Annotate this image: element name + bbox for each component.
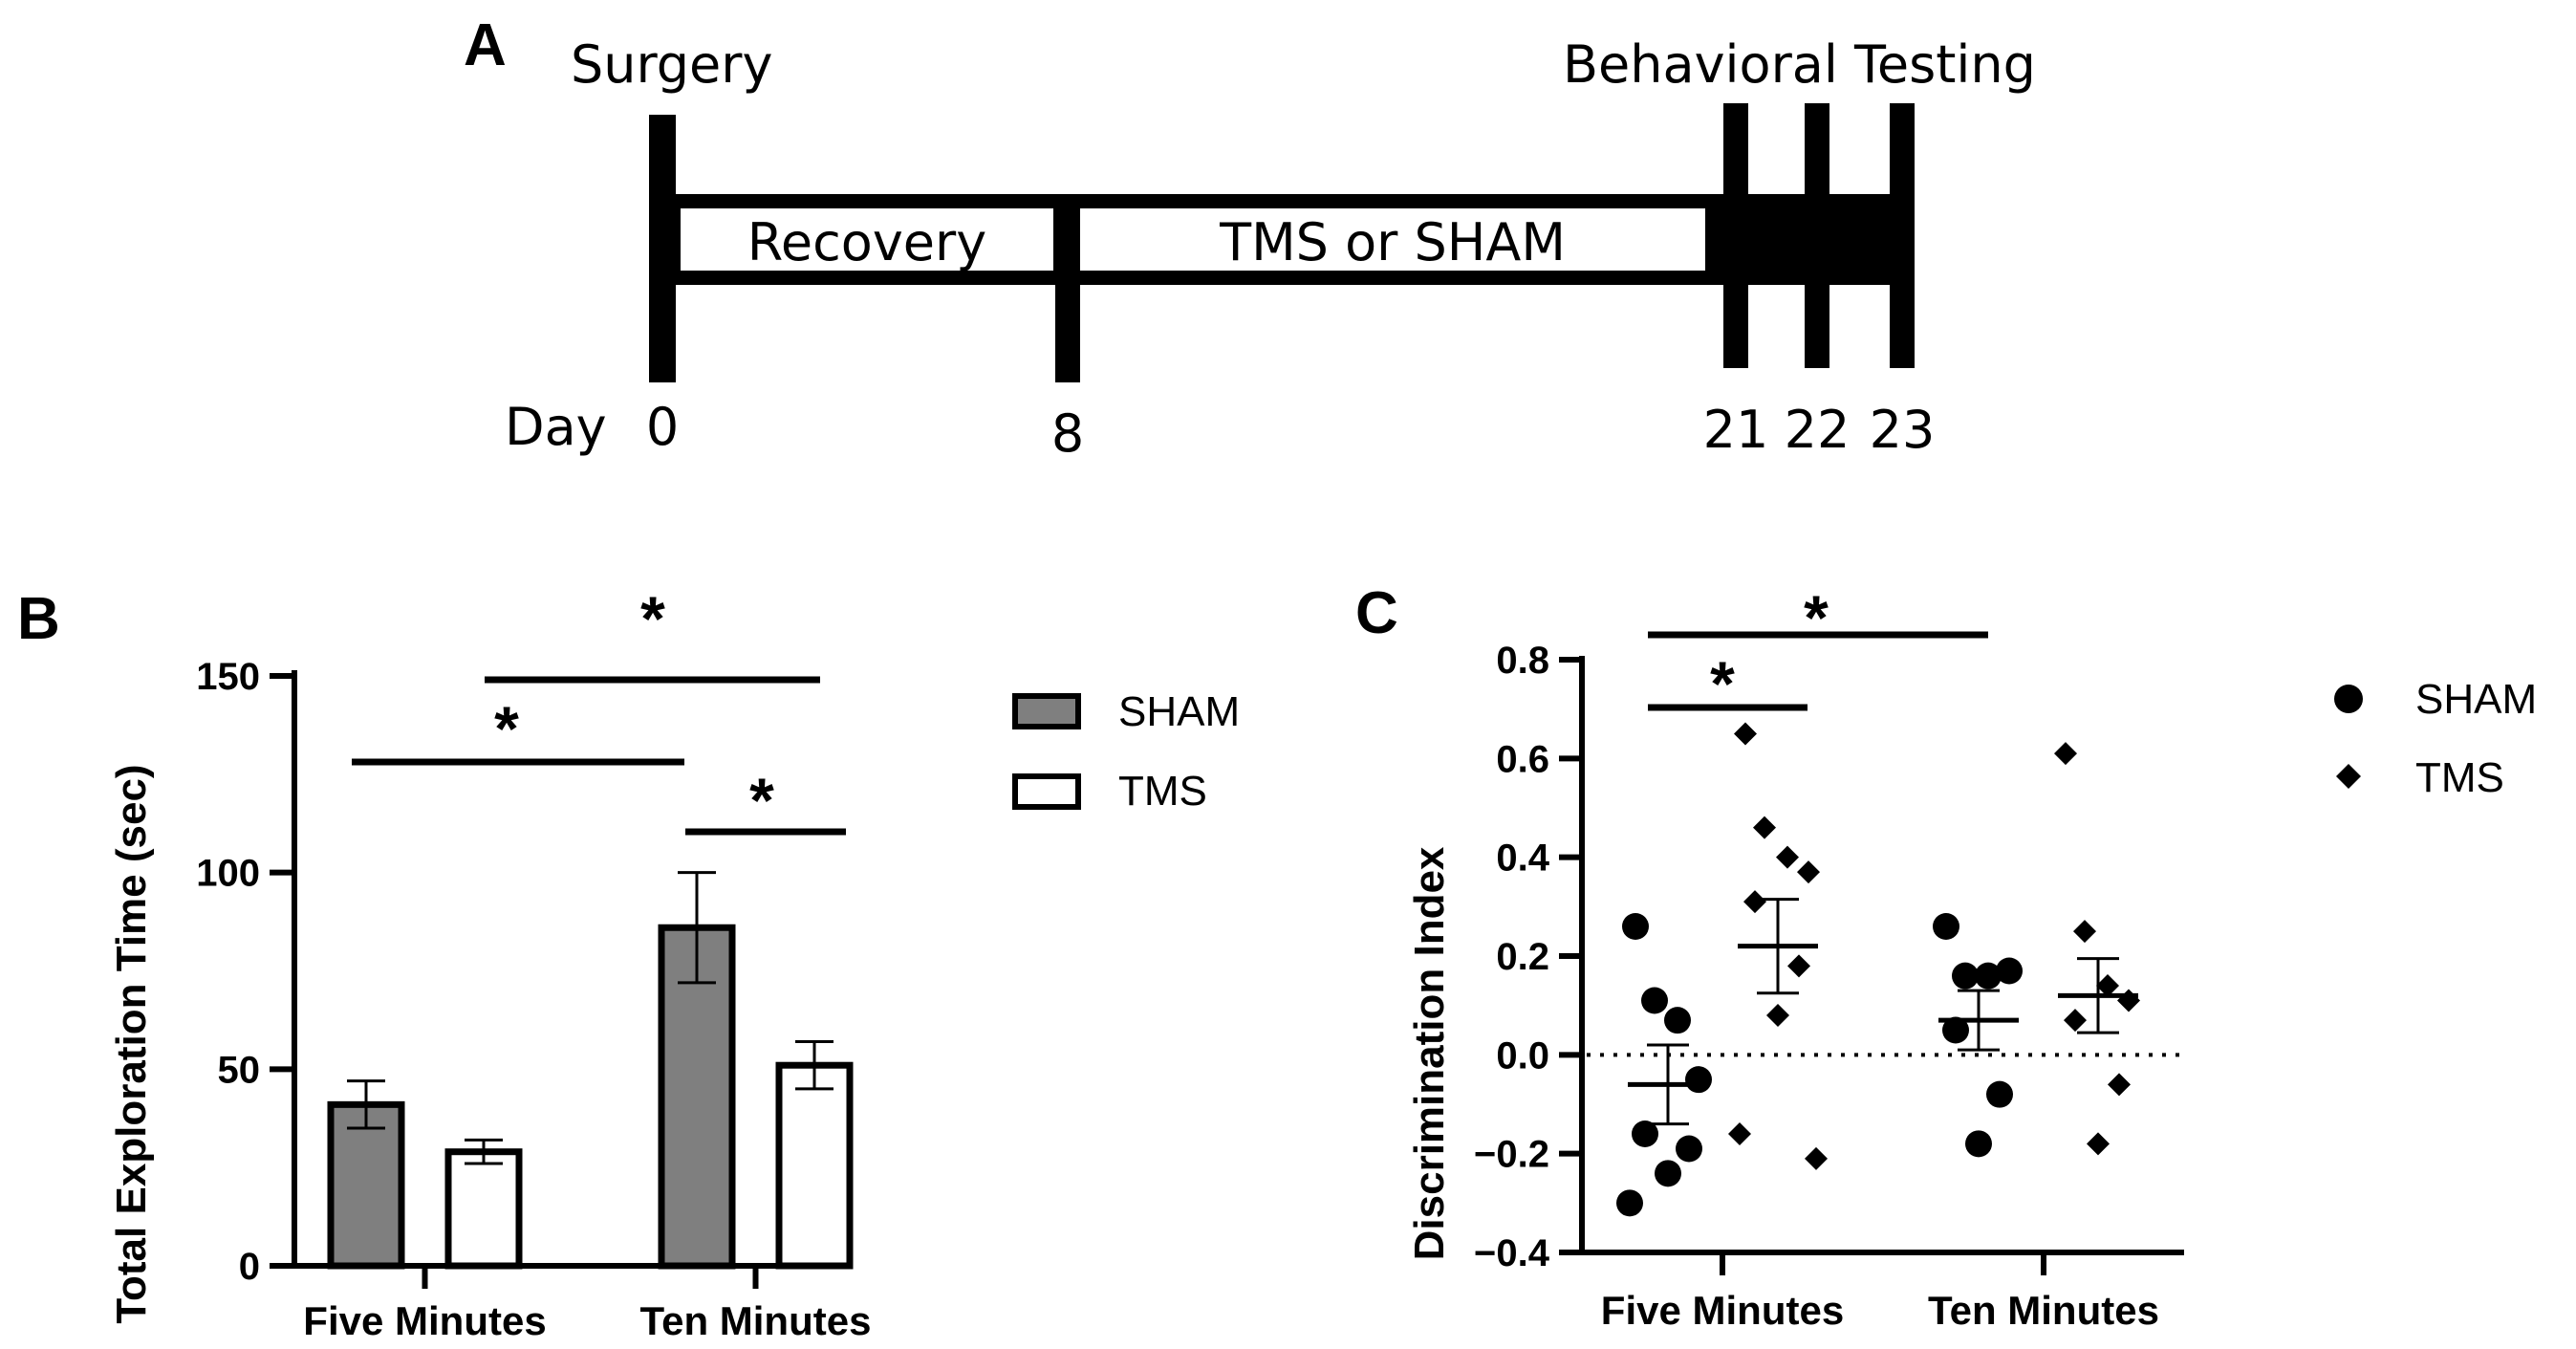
b-y-ticks: 0 50 100 150 [196, 656, 294, 1288]
c-y-tick-label: 0.2 [1496, 936, 1549, 978]
c-point-tms [1805, 1146, 1828, 1170]
c-point-sham [1676, 1135, 1702, 1163]
c-point-sham [1975, 962, 2002, 990]
b-y-tick-label: 100 [196, 853, 260, 895]
panel-c-scatter-chart: C Discrimination Index −0.4 −0.2 0.0 0.2 0.4… [1355, 580, 2537, 1333]
c-points [1616, 722, 2140, 1217]
c-point-tms [2087, 1132, 2110, 1156]
tick-day-8 [1055, 194, 1080, 382]
c-x-tick-label: Ten Minutes [1928, 1288, 2159, 1333]
day-tick-label: 21 [1703, 400, 1769, 460]
day-tick-label: 23 [1870, 400, 1936, 460]
c-point-sham [1965, 1130, 1992, 1158]
b-x-tick-label: Five Minutes [303, 1298, 546, 1343]
b-x-tick-label: Ten Minutes [640, 1298, 872, 1343]
c-y-tick-label: −0.4 [1474, 1232, 1550, 1274]
b-y-tick-label: 150 [196, 656, 260, 698]
b-y-tick-label: 50 [218, 1049, 261, 1091]
recovery-box [681, 208, 1053, 271]
c-point-tms [2064, 1009, 2087, 1033]
c-significance: ** [1648, 582, 1988, 719]
panel-b-letter: B [17, 586, 60, 652]
b-bar-tms [444, 1148, 523, 1270]
c-x-tick-label: Five Minutes [1601, 1288, 1844, 1333]
c-y-tick-label: 0.4 [1496, 838, 1549, 880]
c-y-tick-label: −0.2 [1474, 1134, 1549, 1176]
c-point-tms [1797, 860, 1820, 884]
day-tick-label: 8 [1051, 403, 1084, 464]
label-behavioral-testing: Behavioral Testing [1563, 34, 2036, 95]
b-y-tick-label: 0 [239, 1246, 260, 1288]
c-legend: SHAM TMS [2334, 676, 2537, 801]
c-point-tms [1734, 722, 1757, 746]
c-point-sham [1942, 1016, 1969, 1044]
panel-a-timeline: A Surgery Behavioral Testing Recovery TM… [464, 12, 2036, 464]
c-point-tms [2096, 974, 2119, 997]
b-legend-swatch-sham [1012, 693, 1081, 729]
label-surgery: Surgery [571, 34, 772, 95]
c-point-tms [2054, 742, 2077, 766]
c-legend-marker-sham [2334, 685, 2363, 713]
day-tick-label: 0 [646, 397, 679, 457]
c-point-tms [2117, 989, 2140, 1012]
panel-c-letter: C [1355, 580, 1398, 646]
c-legend-label-sham: SHAM [2415, 676, 2537, 723]
c-y-tick-label: 0.6 [1496, 738, 1549, 780]
c-point-sham [1616, 1189, 1643, 1217]
c-point-sham [1655, 1160, 1681, 1187]
b-bar-tms [775, 1061, 854, 1270]
day-label: Day [505, 397, 607, 457]
day-tick-label: 22 [1785, 400, 1851, 460]
phase-recovery-label: Recovery [747, 212, 986, 272]
b-significance-star: * [749, 765, 774, 836]
treatment-box [1080, 208, 1705, 271]
c-y-axis-title: Discrimination Index [1406, 846, 1453, 1260]
c-point-sham [1685, 1066, 1712, 1094]
tick-day-22 [1805, 103, 1829, 368]
c-point-tms [1753, 816, 1776, 839]
c-point-tms [1743, 890, 1766, 914]
c-point-tms [1728, 1122, 1751, 1145]
b-y-axis-title: Total Exploration Time (sec) [108, 764, 155, 1323]
tick-day-21 [1723, 103, 1748, 368]
panel-b-bar-chart: B Total Exploration Time (sec) 0 50 100 150… [17, 583, 1240, 1343]
c-point-sham [1933, 913, 1959, 940]
b-significance: * * * [352, 583, 846, 836]
c-significance-star: * [1804, 582, 1829, 653]
tick-day-23 [1890, 103, 1915, 368]
b-legend-label-sham: SHAM [1118, 688, 1240, 735]
c-point-tms [2073, 920, 2096, 944]
b-significance-star: * [494, 693, 519, 764]
c-legend-label-tms: TMS [2415, 754, 2504, 801]
c-x-ticks: Five Minutes Ten Minutes [1601, 1252, 2159, 1333]
c-point-tms [1766, 1004, 1789, 1027]
c-point-sham [1996, 957, 2023, 985]
b-legend-swatch-tms [1012, 773, 1081, 810]
panel-a-letter: A [464, 12, 507, 78]
c-legend-marker-tms [2336, 764, 2361, 789]
b-legend: SHAM TMS [1012, 688, 1240, 815]
c-point-sham [1641, 987, 1668, 1014]
c-point-sham [1664, 1007, 1691, 1034]
b-significance-star: * [640, 583, 665, 654]
c-y-ticks: −0.4 −0.2 0.0 0.2 0.4 0.6 0.8 [1474, 640, 1582, 1274]
c-point-tms [1776, 845, 1799, 869]
c-y-tick-label: 0.8 [1496, 640, 1549, 682]
c-significance-star: * [1710, 648, 1735, 719]
c-mean-sem-bars [1628, 898, 2138, 1126]
c-point-tms [1787, 954, 1810, 978]
b-bars [327, 871, 854, 1270]
c-point-tms [2108, 1073, 2131, 1097]
b-x-ticks: Five Minutes Ten Minutes [303, 1266, 871, 1343]
c-point-sham [1986, 1080, 2013, 1108]
b-legend-label-tms: TMS [1118, 768, 1207, 815]
tick-day-0 [649, 115, 676, 382]
c-point-sham [1952, 962, 1979, 990]
c-point-sham [1622, 913, 1649, 940]
c-point-sham [1632, 1121, 1658, 1147]
phase-treatment-label: TMS or SHAM [1219, 212, 1566, 272]
c-y-tick-label: 0.0 [1496, 1034, 1549, 1077]
